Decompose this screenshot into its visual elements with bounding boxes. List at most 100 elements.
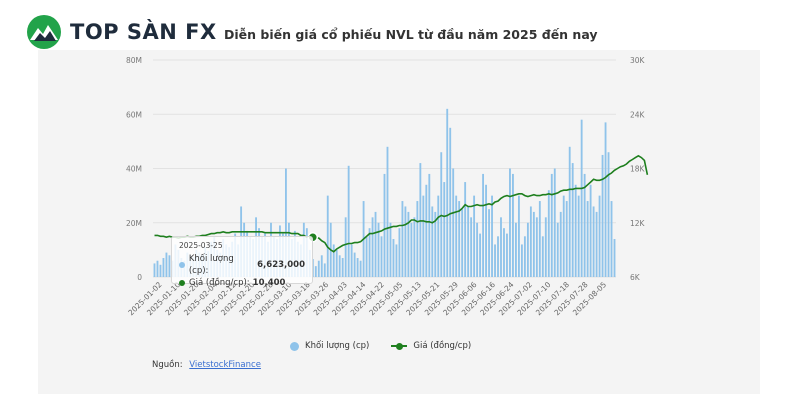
left-tick-label: 0 <box>137 273 142 282</box>
tooltip-date: 2025-03-25 <box>179 241 223 250</box>
volume-bar <box>535 217 538 277</box>
legend-price-label: Giá (đồng/cp) <box>413 341 472 351</box>
volume-bar <box>562 195 565 277</box>
volume-bar <box>515 222 517 277</box>
volume-bar <box>559 211 562 277</box>
volume-bar <box>326 195 329 277</box>
volume-bar <box>553 168 556 277</box>
volume-bar <box>437 195 440 277</box>
volume-bar <box>383 173 386 277</box>
volume-bar <box>541 236 544 277</box>
tooltip-price-row: Giá (đồng/cp): 10,400 <box>179 277 305 289</box>
volume-bar <box>577 195 580 277</box>
volume-bar <box>356 258 359 277</box>
source-link[interactable]: VietstockFinance <box>189 360 261 370</box>
volume-bar <box>586 201 589 277</box>
volume-bar <box>595 211 598 277</box>
volume-bar <box>284 168 287 277</box>
left-tick-label: 40M <box>126 165 142 174</box>
legend-price[interactable]: Giá (đồng/cp) <box>391 341 471 351</box>
volume-bar <box>320 255 323 277</box>
right-tick-label: 18K <box>630 165 646 174</box>
volume-bar <box>571 163 574 277</box>
volume-bar <box>401 201 404 277</box>
volume-bar <box>314 266 317 277</box>
volume-bar <box>491 195 493 277</box>
chart-title: Diễn biến giá cổ phiếu NVL từ đầu năm 20… <box>224 27 598 42</box>
volume-bar <box>473 195 476 277</box>
volume-bar <box>607 152 610 277</box>
right-tick-label: 30K <box>630 56 646 65</box>
volume-bar <box>159 264 162 277</box>
tooltip-volume-row: Khối lượng (cp): 6,623,000 <box>179 253 305 277</box>
price-line <box>154 154 649 253</box>
volume-bar <box>461 209 464 277</box>
mountain-logo-icon <box>27 15 61 49</box>
source-label: Nguồn: <box>152 360 183 370</box>
volume-bar <box>598 195 601 277</box>
volume-bar <box>601 154 604 277</box>
volume-bar <box>520 244 523 277</box>
volume-bar <box>404 206 407 277</box>
volume-bar <box>497 236 499 277</box>
tooltip-price-value: 10,400 <box>252 278 286 288</box>
price-dot-icon <box>179 280 185 286</box>
volume-bar <box>583 173 586 277</box>
volume-dot-icon <box>179 262 185 268</box>
volume-bar <box>529 206 532 277</box>
left-tick-label: 20M <box>126 219 142 228</box>
tooltip-price-label: Giá (đồng/cp): <box>189 278 250 288</box>
volume-bar <box>398 228 401 277</box>
volume-bar <box>368 228 371 277</box>
volume-bar <box>365 236 368 277</box>
volume-bar <box>410 222 413 277</box>
volume-bar <box>425 184 428 277</box>
volume-bar <box>470 217 473 277</box>
volume-bar <box>413 217 416 277</box>
brand-logo[interactable]: TOP SÀN FX <box>26 14 217 50</box>
volume-bar <box>452 168 455 277</box>
volume-bar <box>449 127 452 277</box>
volume-bar <box>168 255 171 277</box>
volume-bar <box>604 122 607 277</box>
legend-volume[interactable]: Khối lượng (cp) <box>290 341 369 351</box>
left-tick-label: 80M <box>126 56 142 65</box>
volume-bar <box>517 195 520 277</box>
volume-bar <box>344 217 347 277</box>
volume-bar <box>165 252 168 277</box>
volume-bar <box>464 182 467 277</box>
tooltip: 2025-03-25 Khối lượng (cp): 6,623,000 Gi… <box>171 236 313 288</box>
tooltip-volume-label: Khối lượng (cp): <box>188 254 234 276</box>
volume-bar <box>416 201 419 277</box>
left-tick-label: 60M <box>126 110 142 119</box>
volume-bar <box>458 201 461 277</box>
volume-bar <box>156 260 159 277</box>
volume-bar <box>547 190 550 277</box>
volume-bar <box>371 217 374 277</box>
volume-bar <box>538 201 541 277</box>
volume-bar <box>153 263 156 277</box>
volume-bar <box>455 195 458 277</box>
volume-bar <box>386 146 389 277</box>
volume-bar <box>428 173 431 277</box>
volume-bar <box>494 244 496 277</box>
volume-bar <box>350 244 353 277</box>
volume-bar <box>523 236 526 277</box>
right-axis-ticks: 6K 12K 18K 24K 30K <box>630 56 646 282</box>
volume-bar <box>512 173 514 277</box>
volume-bar <box>162 258 165 277</box>
volume-bar <box>574 184 577 277</box>
volume-bar <box>377 222 380 277</box>
volume-bar <box>380 236 383 277</box>
volume-bar <box>506 233 508 277</box>
volume-bar <box>565 201 568 277</box>
volume-bar <box>443 182 446 277</box>
price-legend-icon <box>391 342 408 350</box>
volume-bar <box>500 217 502 277</box>
volume-bar <box>332 244 335 277</box>
volume-legend-icon <box>290 341 299 351</box>
volume-bar <box>317 260 320 277</box>
volume-bar <box>544 217 547 277</box>
volume-bar <box>422 195 425 277</box>
